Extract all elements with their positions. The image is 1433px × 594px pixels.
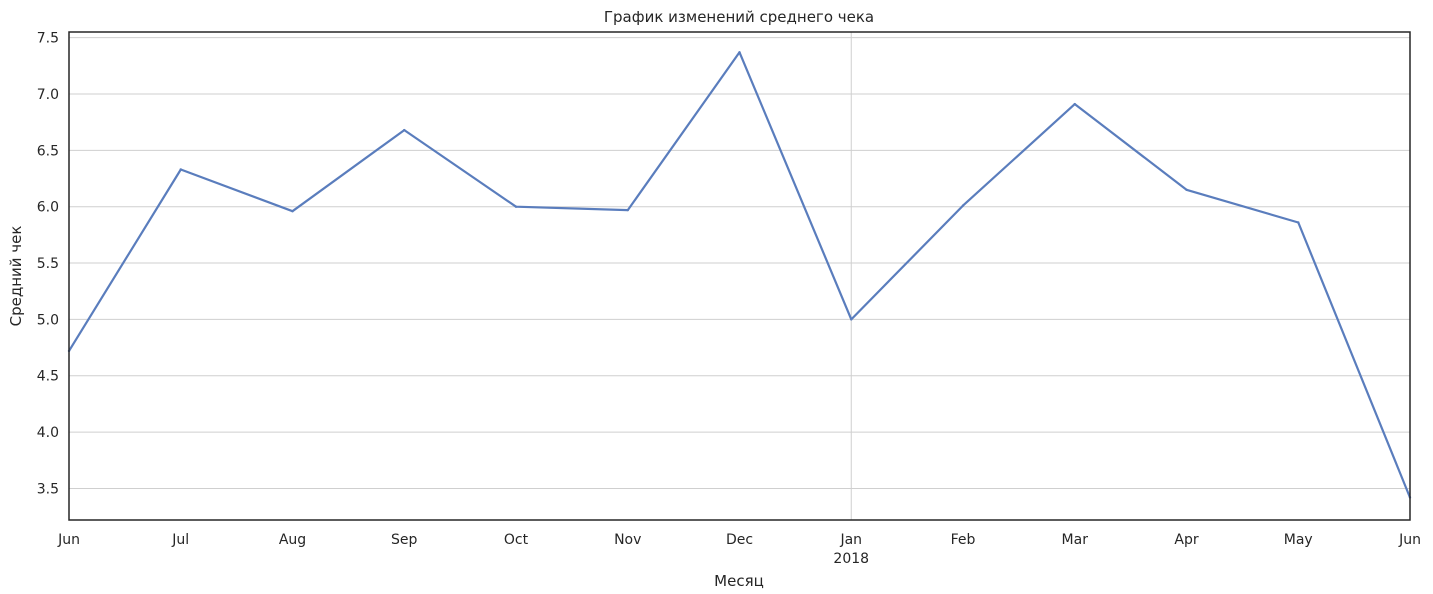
plot-frame: [68, 31, 1411, 521]
y-tick-label: 7.5: [37, 31, 59, 47]
y-tick-label: 5.5: [37, 256, 59, 272]
grid: [69, 32, 1410, 520]
data-point: [738, 51, 741, 54]
data-point: [1297, 221, 1300, 224]
y-tick-label: 5.0: [37, 312, 59, 328]
y-tick-label: 3.5: [37, 481, 59, 497]
x-tick-label: Sep: [391, 532, 418, 548]
data-point: [850, 318, 853, 321]
y-tick-label: 6.5: [37, 143, 59, 159]
x-tick-label: Nov: [614, 532, 641, 548]
x-tick-label: Apr: [1174, 532, 1198, 548]
data-point: [626, 208, 629, 212]
y-axis-title: Средний чек: [7, 226, 25, 327]
data-point: [961, 204, 965, 207]
x-tick-label: Jun: [1398, 532, 1421, 548]
y-tick-label: 6.0: [37, 200, 59, 216]
data-point: [1185, 188, 1188, 191]
x-tick-label: May: [1284, 532, 1313, 548]
y-tick-label: 4.0: [37, 425, 59, 441]
series-line: [68, 51, 1412, 498]
data-point: [514, 205, 518, 208]
x-tick-label: Mar: [1062, 532, 1089, 548]
data-point: [179, 168, 182, 171]
data-point: [403, 128, 406, 132]
x-tick-year-label: 2018: [833, 551, 869, 567]
data-point: [1073, 102, 1076, 106]
data-point: [291, 209, 294, 213]
chart-title: График изменений среднего чека: [604, 8, 874, 26]
x-tick-label: Jul: [171, 532, 189, 548]
x-tick-label: Oct: [504, 532, 529, 548]
x-axis-title: Месяц: [714, 572, 764, 590]
y-tick-label: 4.5: [37, 369, 59, 385]
x-tick-label: Jun: [57, 532, 80, 548]
y-tick-label: 7.0: [37, 87, 59, 103]
x-tick-label: Feb: [951, 532, 976, 548]
x-tick-label: Aug: [279, 532, 306, 548]
series-layer: [67, 51, 1412, 499]
x-axis-ticks: Jun Jul Aug Sep Oct Nov Dec Jan 2018 Feb Mar Apr May…: [57, 532, 1421, 567]
y-axis-ticks: 3.5 4.0 4.5 5.0 5.5 6.0 6.5 7.0 7.5: [37, 31, 59, 498]
x-tick-label: Jan: [839, 532, 862, 548]
x-tick-label: Dec: [726, 532, 753, 548]
